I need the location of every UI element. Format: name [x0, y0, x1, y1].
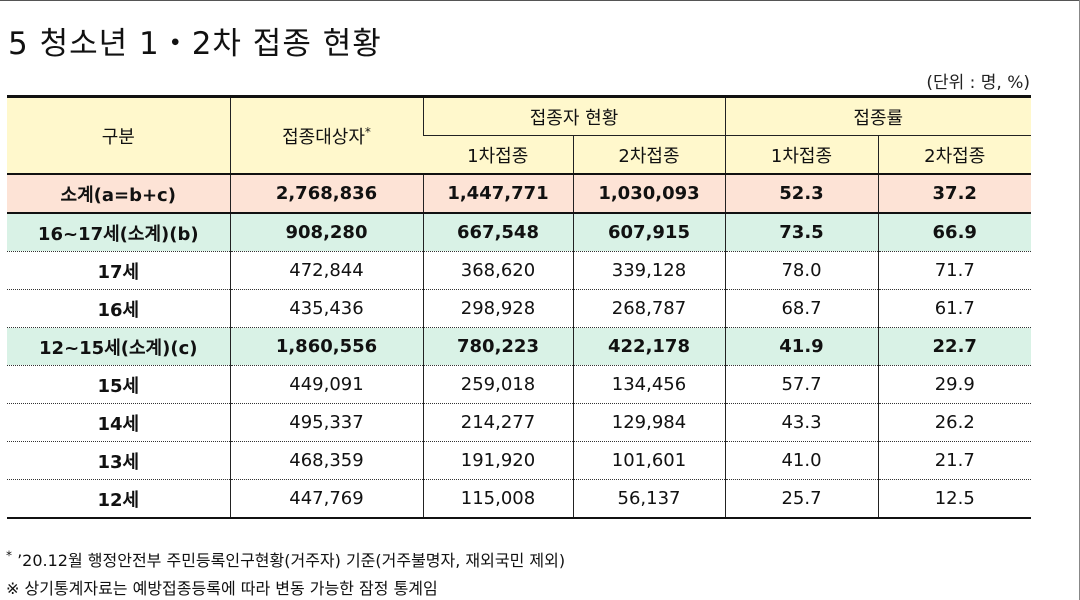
- table-row-subtotal-16-17: 16~17세(소계)(b) 908,280 667,548 607,915 73…: [7, 212, 1031, 252]
- row-label: 17세: [7, 251, 230, 290]
- row-label: 16~17세(소계)(b): [7, 212, 230, 252]
- cell-dose2: 422,178: [572, 327, 725, 366]
- row-label: 16세: [7, 289, 230, 328]
- unit-label: (단위 : 명, %): [926, 73, 1030, 93]
- cell-target: 1,860,556: [229, 327, 423, 366]
- cell-rate1: 41.0: [724, 441, 878, 480]
- header-dose1-rate: 1차접종: [724, 135, 878, 175]
- cell-dose1: 115,008: [422, 479, 573, 518]
- cell-dose2: 134,456: [572, 365, 725, 404]
- cell-rate1: 73.5: [724, 212, 878, 252]
- cell-rate1: 57.7: [724, 365, 878, 404]
- cell-rate1: 68.7: [724, 289, 878, 328]
- cell-dose1: 667,548: [422, 212, 573, 252]
- cell-rate1: 78.0: [724, 251, 878, 290]
- cell-rate2: 61.7: [877, 289, 1031, 328]
- cell-target: 472,844: [229, 251, 423, 290]
- cell-rate1: 43.3: [724, 403, 878, 442]
- cell-rate2: 37.2: [877, 173, 1031, 213]
- header-category: 구분: [7, 96, 230, 175]
- table-row: 15세 449,091 259,018 134,456 57.7 29.9: [7, 365, 1031, 404]
- footnote-source: * ’20.12월 행정안전부 주민등록인구현황(거주자) 기준(거주불명자, …: [6, 547, 565, 571]
- cell-dose1: 259,018: [422, 365, 573, 404]
- table-row-total: 소계(a=b+c) 2,768,836 1,447,771 1,030,093 …: [7, 173, 1031, 213]
- row-label: 소계(a=b+c): [7, 173, 230, 213]
- cell-dose1: 191,920: [422, 441, 573, 480]
- cell-dose2: 607,915: [572, 212, 725, 252]
- row-label: 15세: [7, 365, 230, 404]
- cell-target: 447,769: [229, 479, 423, 518]
- header-vaccination-rate: 접종률: [724, 96, 1031, 136]
- table-row: 12세 447,769 115,008 56,137 25.7 12.5: [7, 479, 1031, 518]
- cell-rate2: 12.5: [877, 479, 1031, 518]
- cell-dose2: 1,030,093: [572, 173, 725, 213]
- cell-rate2: 26.2: [877, 403, 1031, 442]
- cell-target: 495,337: [229, 403, 423, 442]
- table-row: 16세 435,436 298,928 268,787 68.7 61.7: [7, 289, 1031, 328]
- footnote-mark: *: [6, 548, 12, 563]
- header-dose2-count: 2차접종: [572, 135, 725, 175]
- footnote-provisional: ※ 상기통계자료는 예방접종등록에 따라 변동 가능한 잠정 통계임: [6, 579, 438, 598]
- cell-rate2: 66.9: [877, 212, 1031, 252]
- cell-rate2: 71.7: [877, 251, 1031, 290]
- top-border-line: [0, 0, 1080, 1]
- cell-dose1: 214,277: [422, 403, 573, 442]
- cell-rate1: 41.9: [724, 327, 878, 366]
- cell-rate2: 22.7: [877, 327, 1031, 366]
- cell-rate2: 29.9: [877, 365, 1031, 404]
- cell-dose2: 129,984: [572, 403, 725, 442]
- page-title: 5 청소년 1・2차 접종 현황: [8, 26, 382, 62]
- footnote-source-text: ’20.12월 행정안전부 주민등록인구현황(거주자) 기준(거주불명자, 재외…: [12, 551, 566, 570]
- row-label: 13세: [7, 441, 230, 480]
- table-row-subtotal-12-15: 12~15세(소계)(c) 1,860,556 780,223 422,178 …: [7, 327, 1031, 366]
- header-target-mark: *: [364, 124, 371, 139]
- row-label: 12세: [7, 479, 230, 518]
- table-row: 17세 472,844 368,620 339,128 78.0 71.7: [7, 251, 1031, 290]
- header-vaccinated-status: 접종자 현황: [422, 96, 725, 136]
- table-row: 13세 468,359 191,920 101,601 41.0 21.7: [7, 441, 1031, 480]
- cell-target: 449,091: [229, 365, 423, 404]
- cell-rate1: 25.7: [724, 479, 878, 518]
- cell-target: 435,436: [229, 289, 423, 328]
- cell-dose1: 368,620: [422, 251, 573, 290]
- vaccination-table: 구분 접종대상자* 접종자 현황 접종률 1차접종 2차접종 1차접종 2차접종…: [7, 95, 1031, 519]
- cell-rate2: 21.7: [877, 441, 1031, 480]
- table-row: 14세 495,337 214,277 129,984 43.3 26.2: [7, 403, 1031, 442]
- cell-dose1: 298,928: [422, 289, 573, 328]
- row-label: 12~15세(소계)(c): [7, 327, 230, 366]
- cell-dose2: 101,601: [572, 441, 725, 480]
- cell-target: 468,359: [229, 441, 423, 480]
- header-dose2-rate: 2차접종: [877, 135, 1031, 175]
- cell-dose2: 56,137: [572, 479, 725, 518]
- cell-dose1: 780,223: [422, 327, 573, 366]
- cell-dose1: 1,447,771: [422, 173, 573, 213]
- header-target-population: 접종대상자*: [229, 96, 423, 175]
- header-target-label: 접종대상자: [282, 126, 365, 148]
- cell-target: 908,280: [229, 212, 423, 252]
- cell-dose2: 268,787: [572, 289, 725, 328]
- cell-target: 2,768,836: [229, 173, 423, 213]
- header-dose1-count: 1차접종: [423, 135, 573, 175]
- cell-rate1: 52.3: [724, 173, 878, 213]
- row-label: 14세: [7, 403, 230, 442]
- cell-dose2: 339,128: [572, 251, 725, 290]
